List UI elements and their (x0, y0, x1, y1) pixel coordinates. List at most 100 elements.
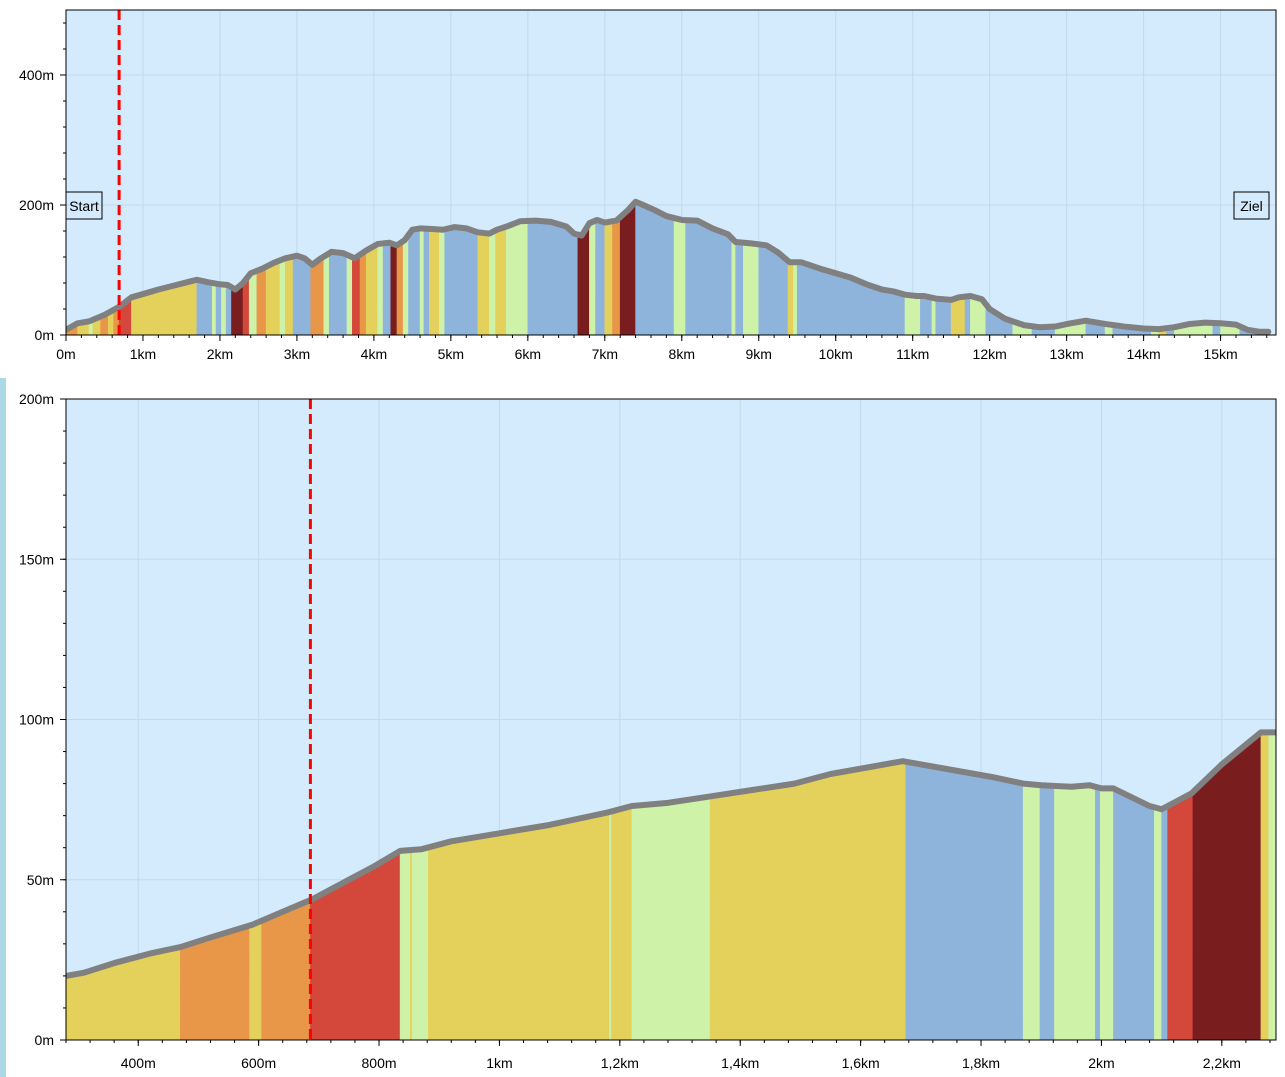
detail-profile-point-24 (972, 771, 978, 777)
detail-profile-point-21 (792, 781, 797, 786)
overview-x-tick-label: 15km (1203, 346, 1237, 362)
overview-profile-point-30 (394, 243, 400, 248)
finish-label: Ziel (1240, 198, 1263, 214)
detail-profile-point-13 (449, 839, 454, 844)
overview-profile-point-95 (1218, 321, 1223, 326)
overview-gradient-band-42 (489, 229, 496, 335)
detail-x-tick-label: 600m (241, 1055, 276, 1071)
overview-profile-point-51 (614, 218, 619, 223)
overview-gradient-band-38 (429, 228, 440, 335)
overview-profile-point-21 (302, 256, 307, 261)
detail-profile-point-29 (1087, 783, 1092, 788)
overview-gradient-band-44 (505, 220, 529, 335)
overview-profile-point-46 (571, 231, 577, 236)
overview-profile-point-55 (652, 208, 658, 213)
overview-profile-point-71 (879, 287, 885, 292)
overview-profile-point-77 (948, 297, 954, 303)
overview-gradient-band-12 (215, 283, 222, 335)
overview-gradient-band-14 (225, 284, 232, 335)
overview-gradient-band-54 (685, 219, 733, 335)
detail-profile-point-6 (250, 922, 255, 927)
detail-x-tick-label: 2,2km (1203, 1055, 1241, 1071)
detail-x-tick-label: 800m (362, 1055, 397, 1071)
overview-profile-point-47 (579, 233, 584, 238)
detail-profile-point-34 (1189, 791, 1194, 796)
detail-panel-side-bar (0, 378, 6, 1077)
overview-profile-point-97 (1245, 327, 1250, 332)
detail-gradient-band-16 (1054, 784, 1096, 1040)
overview-gradient-band-51 (619, 200, 636, 335)
detail-profile-point-0 (66, 973, 69, 979)
overview-elevation-chart[interactable]: 0m 200m 400m 0m 1km 2km 3km 4km 5km 6km 7km 8km 9km 1… (19, 9, 1277, 362)
overview-gradient-band-65 (935, 298, 952, 335)
overview-profile-point-9 (186, 279, 192, 284)
overview-profile-point-35 (440, 227, 446, 232)
overview-profile-point-11 (206, 280, 211, 285)
overview-profile-point-42 (517, 219, 523, 224)
detail-profile-point-19 (707, 794, 713, 799)
overview-profile-point-73 (902, 292, 908, 297)
overview-profile-point-2 (86, 319, 92, 324)
detail-profile-point-3 (148, 951, 153, 956)
detail-profile-point-23 (900, 758, 905, 764)
overview-profile-point-4 (117, 304, 123, 309)
detail-x-tick-label: 2km (1088, 1055, 1114, 1071)
detail-profile-point-16 (605, 810, 610, 815)
overview-gradient-band-25 (328, 251, 348, 335)
detail-elevation-chart[interactable]: 0m 50m 100m 150m 200m 400m 600m 800m 1km 1,2km 1,4… (19, 391, 1278, 1071)
overview-profile-point-87 (1083, 318, 1089, 323)
overview-profile-point-24 (329, 249, 334, 254)
overview-gradient-band-9 (181, 279, 198, 335)
overview-gradient-band-63 (920, 295, 933, 335)
detail-y-tick-label: 150m (19, 551, 54, 567)
detail-profile-point-11 (397, 848, 403, 854)
overview-profile-point-39 (487, 231, 492, 236)
overview-gradient-band-66 (950, 296, 966, 335)
detail-x-tick-label: 1km (486, 1055, 512, 1071)
overview-y-tick-label: 0m (35, 327, 54, 343)
detail-gradient-band-12 (709, 760, 907, 1040)
detail-gradient-band-20 (1154, 806, 1162, 1040)
overview-profile-point-94 (1202, 320, 1208, 325)
overview-x-tick-label: 4km (361, 346, 387, 362)
overview-profile-point-82 (1002, 316, 1008, 321)
detail-profile-point-9 (340, 880, 346, 886)
detail-y-tick-label: 200m (19, 391, 54, 407)
overview-profile-point-80 (979, 297, 985, 302)
detail-gradient-band-8 (428, 811, 610, 1040)
overview-gradient-band-28 (359, 249, 367, 335)
overview-profile-point-10 (194, 277, 200, 282)
overview-profile-point-18 (271, 260, 277, 266)
overview-gradient-band-13 (221, 284, 227, 335)
overview-x-tick-label: 14km (1126, 346, 1160, 362)
overview-profile-point-15 (240, 280, 246, 286)
overview-gradient-band-53 (673, 217, 686, 335)
detail-x-tick-label: 1,6km (842, 1055, 880, 1071)
overview-profile-point-74 (914, 293, 919, 299)
overview-profile-point-27 (363, 248, 369, 253)
overview-profile-point-65 (787, 260, 792, 265)
overview-gradient-band-62 (904, 294, 921, 335)
overview-profile-point-56 (664, 213, 669, 219)
overview-profile-point-61 (733, 239, 738, 245)
overview-x-tick-label: 0m (56, 346, 75, 362)
overview-profile-point-28 (375, 241, 380, 247)
detail-gradient-band-3 (261, 899, 311, 1040)
overview-profile-point-93 (1187, 321, 1192, 327)
overview-gradient-band-64 (931, 297, 937, 335)
detail-profile-point-22 (828, 771, 833, 777)
overview-profile-point-66 (798, 260, 804, 265)
overview-gradient-band-35 (408, 228, 421, 335)
detail-gradient-band-13 (905, 761, 1024, 1040)
overview-profile-point-88 (1102, 321, 1108, 327)
detail-profile-point-12 (418, 847, 424, 852)
overview-profile-point-26 (352, 256, 357, 261)
overview-profile-point-16 (248, 271, 253, 276)
overview-gradient-band-29 (365, 243, 379, 335)
overview-gradient-band-40 (444, 226, 479, 335)
overview-gradient-band-22 (292, 255, 312, 335)
overview-x-tick-label: 10km (819, 346, 853, 362)
overview-x-tick-label: 12km (973, 346, 1007, 362)
overview-x-tick-label: 13km (1050, 346, 1084, 362)
overview-gradient-band-17 (248, 270, 258, 335)
